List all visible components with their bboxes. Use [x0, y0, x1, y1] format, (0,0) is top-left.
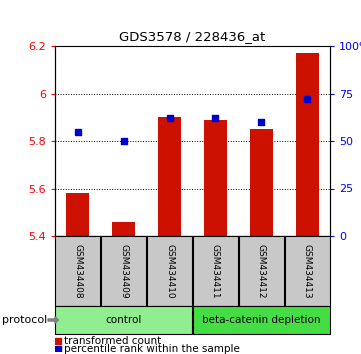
Bar	[56, 306, 192, 334]
Bar	[296, 53, 318, 236]
Bar	[112, 222, 135, 236]
Point	[75, 129, 81, 134]
Text: GSM434409: GSM434409	[119, 244, 128, 298]
Bar	[158, 117, 181, 236]
Point	[258, 119, 264, 125]
Bar	[193, 306, 330, 334]
Text: percentile rank within the sample: percentile rank within the sample	[64, 344, 240, 354]
Text: GSM434408: GSM434408	[73, 244, 82, 298]
Point	[213, 115, 218, 121]
Bar	[101, 236, 146, 306]
Bar	[147, 236, 192, 306]
Point	[304, 96, 310, 102]
Text: GSM434410: GSM434410	[165, 244, 174, 298]
Bar	[284, 236, 330, 306]
Bar	[56, 236, 100, 306]
Text: protocol: protocol	[2, 315, 47, 325]
Point	[167, 115, 173, 121]
Text: transformed count: transformed count	[64, 336, 161, 346]
Bar	[193, 236, 238, 306]
Bar	[66, 193, 90, 236]
Point	[121, 138, 127, 144]
Text: GSM434413: GSM434413	[303, 244, 312, 298]
Title: GDS3578 / 228436_at: GDS3578 / 228436_at	[119, 30, 266, 44]
Bar	[250, 129, 273, 236]
Bar	[204, 120, 227, 236]
Text: GSM434411: GSM434411	[211, 244, 220, 298]
Text: control: control	[105, 315, 142, 325]
Bar	[239, 236, 284, 306]
Bar	[55, 338, 61, 344]
Bar	[55, 346, 61, 352]
Text: GSM434412: GSM434412	[257, 244, 266, 298]
Text: beta-catenin depletion: beta-catenin depletion	[202, 315, 321, 325]
